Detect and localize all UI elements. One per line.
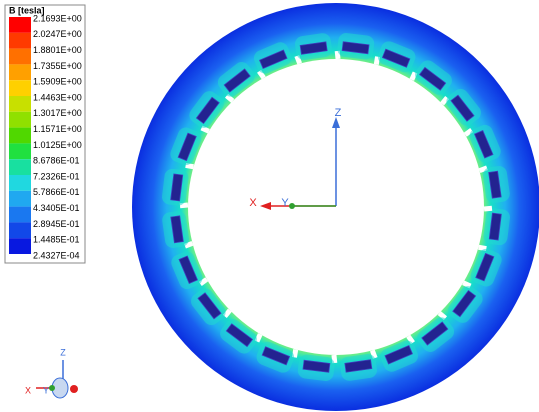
legend-label: 4.3405E-01: [33, 203, 80, 213]
legend-swatch: [9, 222, 31, 238]
y-label: Y: [281, 197, 289, 209]
legend-swatch: [9, 191, 31, 207]
gap: [484, 206, 492, 212]
legend-swatch: [9, 159, 31, 175]
legend-label: 1.3017E+00: [33, 108, 82, 118]
z-label: Z: [335, 107, 342, 119]
field-plot: B [tesla] 2.1693E+002.0247E+001.8801E+00…: [0, 0, 539, 412]
legend-label: 8.6786E-01: [33, 156, 80, 166]
legend-swatch: [9, 96, 31, 112]
legend-swatch: [9, 49, 31, 65]
legend-label: 1.1571E+00: [33, 124, 82, 134]
legend-swatch: [9, 238, 31, 254]
legend-label: 7.2326E-01: [33, 171, 80, 181]
legend-label: 2.8945E-01: [33, 219, 80, 229]
legend-label: 1.7355E+00: [33, 61, 82, 71]
legend-swatch: [9, 64, 31, 80]
mini-y-label: Y: [43, 385, 49, 395]
legend-swatch: [9, 112, 31, 128]
mini-z-label: Z: [60, 347, 66, 357]
legend-label: 2.4327E-04: [33, 250, 80, 260]
legend-swatch: [9, 143, 31, 159]
legend-swatch: [9, 80, 31, 96]
legend-label: 2.1693E+00: [33, 13, 82, 23]
y-dot: [289, 203, 295, 209]
legend-swatch: [9, 207, 31, 223]
legend-label: 1.5909E+00: [33, 77, 82, 87]
legend-swatch: [9, 33, 31, 49]
mini-x-label: X: [25, 385, 31, 395]
legend-label: 1.8801E+00: [33, 45, 82, 55]
legend-label: 1.4485E-01: [33, 235, 80, 245]
legend-label: 2.0247E+00: [33, 29, 82, 39]
legend-label: 1.4463E+00: [33, 92, 82, 102]
ring: [132, 3, 539, 411]
mini-triad: Z X Y: [25, 347, 78, 398]
mini-y-dot: [49, 385, 55, 391]
legend-label: 5.7866E-01: [33, 187, 80, 197]
legend-swatch: [9, 128, 31, 144]
ring-bore: [188, 59, 484, 355]
mini-dot: [70, 385, 78, 393]
legend-label: 1.0125E+00: [33, 140, 82, 150]
legend-swatch: [9, 17, 31, 33]
x-label: X: [249, 197, 257, 209]
legend-swatch: [9, 175, 31, 191]
